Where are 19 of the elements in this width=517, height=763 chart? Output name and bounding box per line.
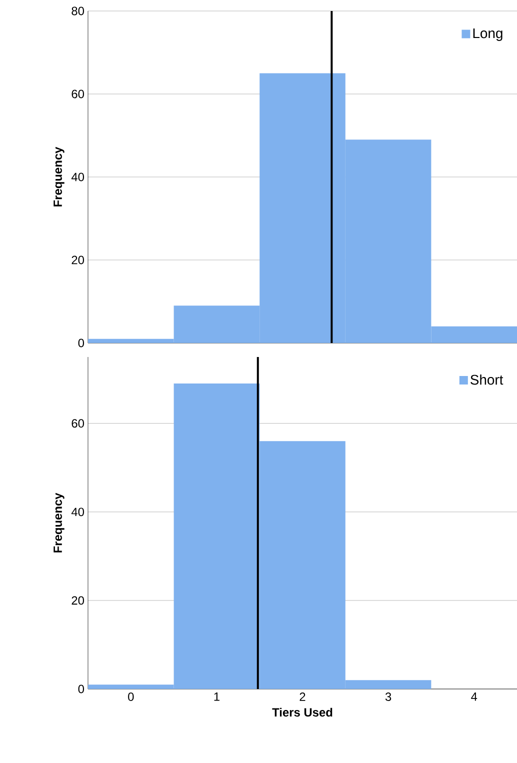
y-axis-title: Frequency — [54, 492, 64, 552]
y-tick-label: 80 — [72, 6, 84, 16]
x-tick-label: 3 — [385, 692, 392, 701]
y-tick-label: 40 — [71, 508, 84, 516]
x-tick-label: 1 — [214, 692, 220, 701]
y-tick-label: 40 — [71, 172, 84, 182]
legend-label: Long — [473, 28, 502, 41]
y-tick-label: 0 — [78, 684, 84, 694]
x-tick-label: 4 — [471, 692, 478, 701]
x-tick-label: 2 — [300, 692, 306, 701]
y-axis-title: Frequency — [54, 146, 64, 206]
y-tick-label: 20 — [72, 256, 84, 264]
y-tick-label: 0 — [78, 338, 84, 348]
y-tick-label: 20 — [72, 596, 84, 605]
y-tick-label: 60 — [72, 419, 84, 428]
x-tick-label: 0 — [128, 692, 134, 701]
x-axis-title: Tiers Used — [272, 708, 332, 717]
y-tick-label: 60 — [72, 90, 84, 98]
legend-label: Short — [470, 374, 504, 385]
